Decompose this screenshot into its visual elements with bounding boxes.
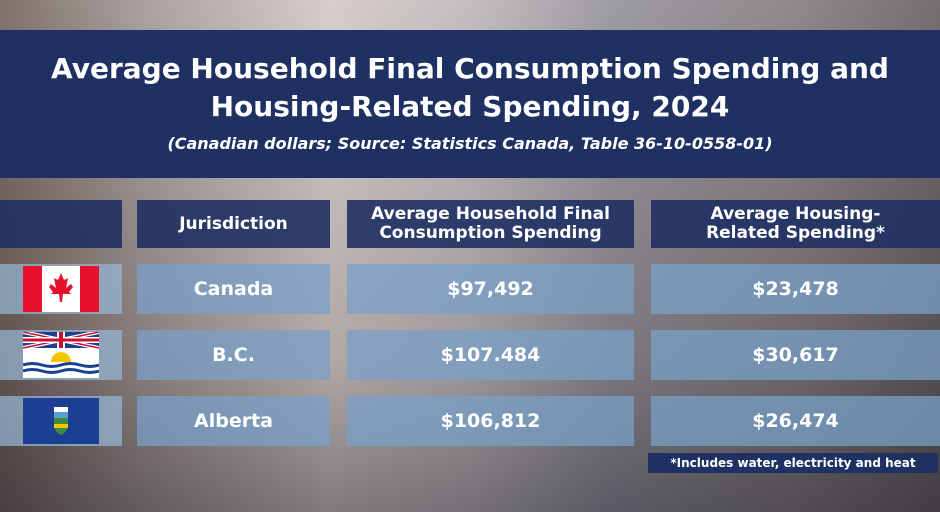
- value-cell: $107.484: [347, 330, 634, 380]
- title-band: Average Household Final Consumption Spen…: [0, 30, 940, 178]
- canada-flag: [23, 266, 99, 312]
- value-cell: $26,474: [651, 396, 940, 446]
- footnote: *Includes water, electricity and heat: [648, 453, 938, 473]
- flag-cell: [0, 330, 122, 380]
- subtitle: (Canadian dollars; Source: Statistics Ca…: [167, 134, 773, 153]
- title: Average Household Final Consumption Spen…: [51, 52, 889, 123]
- value-cell: $97,492: [347, 264, 634, 314]
- jurisdiction-cell: B.C.: [137, 330, 330, 380]
- flag-cell: [0, 264, 122, 314]
- column-header: Average Housing-Related Spending*: [651, 200, 940, 248]
- alberta-flag: [23, 398, 99, 444]
- column-header: Average Household Final Consumption Spen…: [347, 200, 634, 248]
- value-cell: $106,812: [347, 396, 634, 446]
- bc-flag: [23, 332, 99, 378]
- flag-header: [0, 200, 122, 248]
- jurisdiction-cell: Canada: [137, 264, 330, 314]
- jurisdiction-cell: Alberta: [137, 396, 330, 446]
- value-cell: $23,478: [651, 264, 940, 314]
- column-header: Jurisdiction: [137, 200, 330, 248]
- value-cell: $30,617: [651, 330, 940, 380]
- flag-cell: [0, 396, 122, 446]
